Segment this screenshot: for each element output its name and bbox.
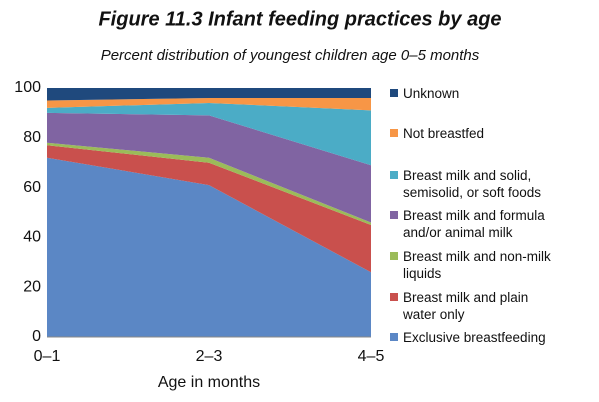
x-tick-label: 2–3 <box>196 348 223 365</box>
legend-label: Breast milk and non-milk liquids <box>403 249 551 281</box>
x-axis-label: Age in months <box>158 374 260 391</box>
x-tick-label: 0–1 <box>34 348 61 365</box>
legend-swatch <box>390 252 398 260</box>
legend-item: Exclusive breastfeeding <box>390 329 595 346</box>
y-tick-label: 100 <box>14 79 41 96</box>
legend-item: Breast milk and plain water only <box>390 289 595 323</box>
chart-title: Figure 11.3 Infant feeding practices by … <box>98 8 501 30</box>
area <box>47 88 371 101</box>
legend-swatch <box>390 211 398 219</box>
y-tick-label: 40 <box>23 229 41 246</box>
area <box>47 112 371 223</box>
legend-item: Breast milk and formula and/or animal mi… <box>390 207 595 241</box>
legend-item: Unknown <box>390 85 595 102</box>
legend-swatch <box>390 129 398 137</box>
legend-label: Breast milk and solid, semisolid, or sof… <box>403 168 542 200</box>
legend-swatch <box>390 171 398 179</box>
y-tick-label: 80 <box>23 129 41 146</box>
legend-label: Breast milk and formula and/or animal mi… <box>403 208 545 240</box>
y-tick-label: 60 <box>23 179 41 196</box>
legend-swatch <box>390 89 398 97</box>
chart-subtitle: Percent distribution of youngest childre… <box>101 47 480 64</box>
area <box>47 97 371 111</box>
y-tick-label: 0 <box>32 328 41 345</box>
area <box>47 102 371 166</box>
legend-swatch <box>390 333 398 341</box>
legend-label: Breast milk and plain water only <box>403 290 529 322</box>
legend-swatch <box>390 293 398 301</box>
x-tick-label: 4–5 <box>358 348 385 365</box>
area <box>47 145 371 273</box>
legend-item: Not breastfed <box>390 125 595 142</box>
area <box>47 142 371 225</box>
legend-item: Breast milk and solid, semisolid, or sof… <box>390 167 595 201</box>
area <box>47 157 371 337</box>
y-tick-label: 20 <box>23 278 41 295</box>
legend-label: Not breastfed <box>403 126 485 141</box>
legend-label: Exclusive breastfeeding <box>403 330 546 345</box>
legend-label: Unknown <box>403 86 460 101</box>
legend-item: Breast milk and non-milk liquids <box>390 248 595 282</box>
